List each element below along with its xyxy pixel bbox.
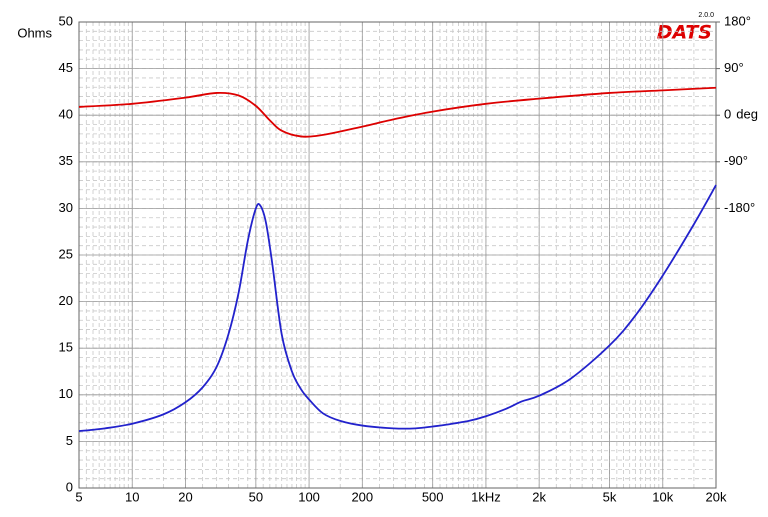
x-tick-label: 100 (298, 489, 320, 504)
version: 2.0.0 (698, 12, 714, 19)
logo: DATS (657, 22, 712, 44)
y2-tick-label: 90° (724, 60, 744, 75)
x-tick-label: 2k (532, 489, 546, 504)
grid (78, 21, 717, 489)
y-tick-label: 5 (66, 433, 73, 448)
y-tick-label: 0 (66, 479, 73, 494)
y-tick-label: 50 (59, 13, 73, 28)
y-axis-label: Ohms (17, 25, 52, 40)
y-tick-label: 30 (59, 200, 73, 215)
y-tick-label: 20 (59, 293, 73, 308)
x-tick-label: 20 (178, 489, 192, 504)
y-tick-label: 40 (59, 107, 73, 122)
y2-tick-label: 180° (724, 13, 751, 28)
y-tick-label: 10 (59, 386, 73, 401)
x-tick-label: 200 (351, 489, 373, 504)
y2-tick-label: -180° (724, 200, 755, 215)
x-tick-label: 20k (706, 489, 727, 504)
x-tick-label: 5k (603, 489, 617, 504)
x-tick-label: 500 (422, 489, 444, 504)
x-tick-label: 5 (75, 489, 82, 504)
plot-frame (78, 21, 717, 489)
y2-tick-label: 0 (724, 107, 731, 122)
x-tick-label: 50 (249, 489, 263, 504)
y-tick-label: 15 (59, 340, 73, 355)
y-tick-label: 45 (59, 60, 73, 75)
y-tick-label: 25 (59, 246, 73, 261)
y-tick-label: 35 (59, 153, 73, 168)
line-series (78, 184, 717, 433)
x-tick-label: 1kHz (471, 489, 501, 504)
y2-tick-label: -90° (724, 153, 748, 168)
x-tick-label: 10k (652, 489, 673, 504)
line-series (78, 86, 717, 138)
x-tick-label: 10 (125, 489, 139, 504)
y2-axis-label: deg (736, 107, 758, 122)
